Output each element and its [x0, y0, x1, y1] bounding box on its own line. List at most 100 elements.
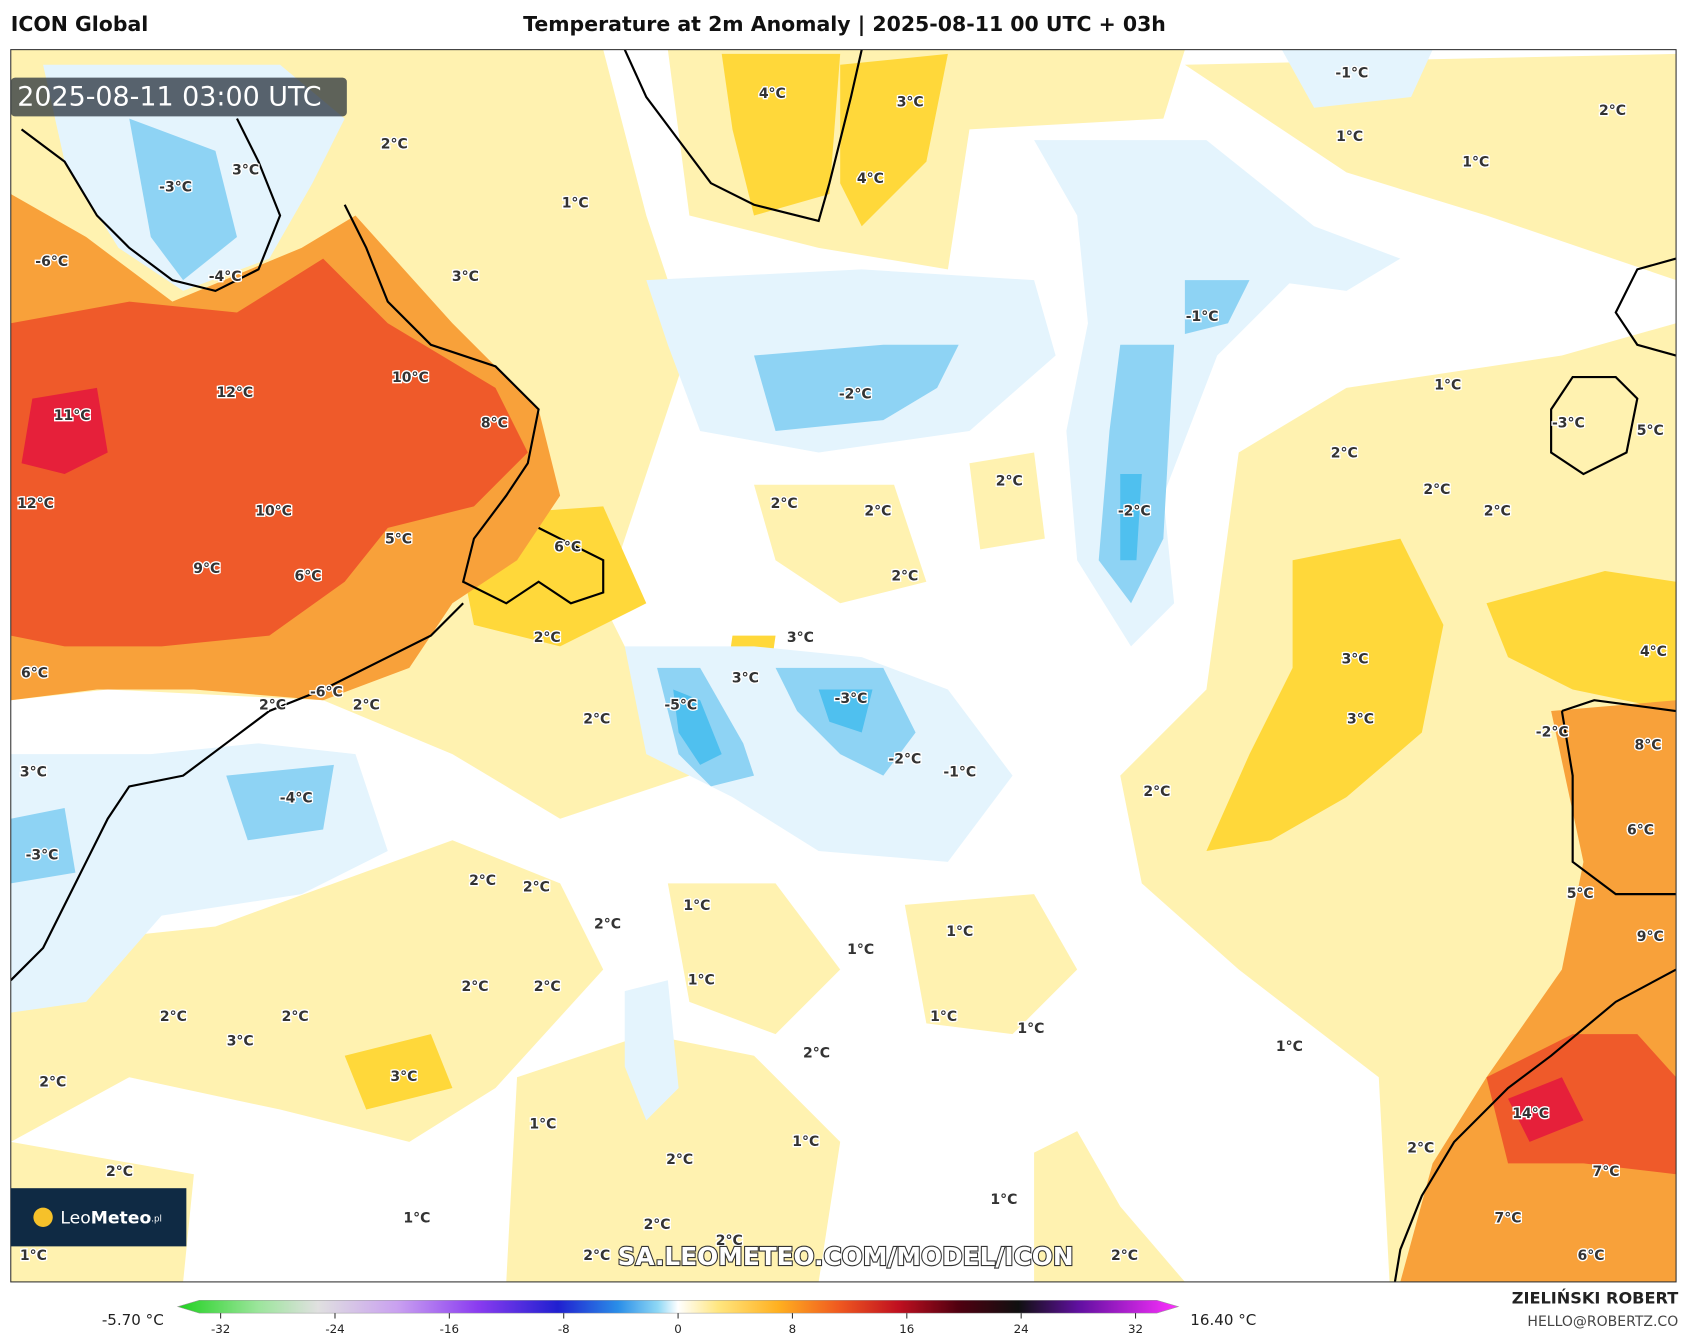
map-label: -3°C [835, 691, 868, 707]
model-name: ICON Global [11, 12, 149, 36]
map-label: 2°C [583, 712, 610, 728]
map-label: 2°C [1484, 504, 1511, 520]
map-label: -6°C [310, 685, 343, 701]
map-label: 2°C [1599, 103, 1626, 119]
map-label: 1°C [1462, 155, 1489, 171]
map-label: 2°C [282, 1009, 309, 1025]
map-label: 4°C [1640, 644, 1667, 660]
map-label: -4°C [280, 790, 313, 806]
map-label: 2°C [39, 1075, 66, 1091]
map-label: 10°C [392, 370, 429, 386]
colorbar-tick-label: 16 [899, 1322, 914, 1336]
watermark: SA.LEOMETEO.COM/MODEL/ICON [618, 1242, 1074, 1271]
map-label: 1°C [1276, 1039, 1303, 1055]
map-label: 2°C [462, 979, 489, 995]
map-label: 2°C [469, 873, 496, 889]
map-label: 1°C [792, 1134, 819, 1150]
map-label: 2°C [996, 474, 1023, 490]
map-label: 6°C [1577, 1248, 1604, 1264]
map-label: 2°C [106, 1164, 133, 1180]
author: ZIELIŃSKI ROBERT [1512, 1289, 1678, 1308]
colorbar-tick-label: 0 [674, 1322, 682, 1336]
map-label: 5°C [1567, 886, 1594, 902]
map-label: 2°C [644, 1217, 671, 1233]
map-label: 12°C [216, 385, 253, 401]
map-label: 9°C [193, 561, 220, 577]
map-label: -2°C [1118, 504, 1151, 520]
map-label: 1°C [529, 1117, 556, 1133]
map-label: -3°C [159, 180, 192, 196]
map-label: 8°C [481, 415, 508, 431]
map-label: -2°C [888, 751, 921, 767]
email: HELLO@ROBERTZ.CO [1527, 1314, 1678, 1330]
map-field [10, 49, 1677, 1282]
timestamp-box [10, 77, 347, 117]
map-title: Temperature at 2m Anomaly | 2025-08-11 0… [523, 12, 1166, 37]
map-label: 3°C [20, 764, 47, 780]
colorbar [176, 1299, 1180, 1314]
map-label: -1°C [1186, 309, 1219, 325]
map-label: 14°C [1512, 1106, 1549, 1122]
map-label: 7°C [1495, 1210, 1522, 1226]
colorbar-tick-label: 8 [789, 1322, 797, 1336]
map-label: 1°C [562, 196, 589, 212]
map-label: -2°C [1536, 725, 1569, 741]
map-label: 10°C [255, 504, 292, 520]
map-label: 3°C [897, 94, 924, 110]
map-label: 2°C [1407, 1140, 1434, 1156]
map-label: 1°C [20, 1248, 47, 1264]
map-label: -2°C [839, 386, 872, 402]
colorbar-ticks: -32 -24 -16 -8 0 8 16 24 32 [211, 1313, 1143, 1336]
map-label: 3°C [1342, 651, 1369, 667]
map-label: -3°C [1552, 415, 1585, 431]
colorbar-tick-label: -16 [440, 1322, 459, 1336]
map-label: 5°C [385, 532, 412, 548]
map-label: 3°C [227, 1034, 254, 1050]
map-label: -6°C [35, 254, 68, 270]
map-label: 3°C [1347, 712, 1374, 728]
map-label: -1°C [1335, 65, 1368, 81]
map-label: 3°C [732, 671, 759, 687]
map-label: 2°C [771, 496, 798, 512]
map-label: 1°C [990, 1192, 1017, 1208]
map-label: 2°C [864, 504, 891, 520]
map-label: 1°C [1017, 1021, 1044, 1037]
map-label: 2°C [259, 698, 286, 714]
map-label: 2°C [891, 568, 918, 584]
map-label: 1°C [930, 1009, 957, 1025]
map-label: 2°C [1423, 482, 1450, 498]
map-label: -3°C [26, 847, 59, 863]
logo: LeoMeteo.pl [60, 1208, 162, 1228]
map-label: 2°C [1143, 784, 1170, 800]
map-label: 2°C [160, 1009, 187, 1025]
map-label: 2°C [1331, 446, 1358, 462]
map-label: 1°C [683, 898, 710, 914]
map-label: 6°C [554, 539, 581, 555]
map-label: 2°C [666, 1152, 693, 1168]
map-label: 9°C [1637, 929, 1664, 945]
colorbar-tick-label: 32 [1128, 1322, 1143, 1336]
timestamp: 2025-08-11 03:00 UTC [17, 82, 321, 113]
map-label: 4°C [857, 171, 884, 187]
map-label: 2°C [1111, 1248, 1138, 1264]
map-label: 1°C [688, 972, 715, 988]
map-label: 2°C [583, 1248, 610, 1264]
map-label: 2°C [534, 630, 561, 646]
logo-tld: .pl [151, 1214, 162, 1224]
map-label: 3°C [390, 1069, 417, 1085]
map-label: 2°C [803, 1046, 830, 1062]
map-label: -5°C [664, 698, 697, 714]
map-label: 1°C [1336, 129, 1363, 145]
colorbar-tick-label: -24 [325, 1322, 344, 1336]
map-label: 4°C [759, 86, 786, 102]
logo-sun [33, 1207, 53, 1227]
map-label: 7°C [1593, 1164, 1620, 1180]
map-label: 2°C [534, 979, 561, 995]
map-label: -1°C [943, 764, 976, 780]
colorbar-tick-label: -32 [211, 1322, 230, 1336]
map-label: 3°C [232, 162, 259, 178]
map-label: 11°C [54, 408, 91, 424]
map-label: 1°C [946, 924, 973, 940]
map-label: 6°C [21, 665, 48, 681]
